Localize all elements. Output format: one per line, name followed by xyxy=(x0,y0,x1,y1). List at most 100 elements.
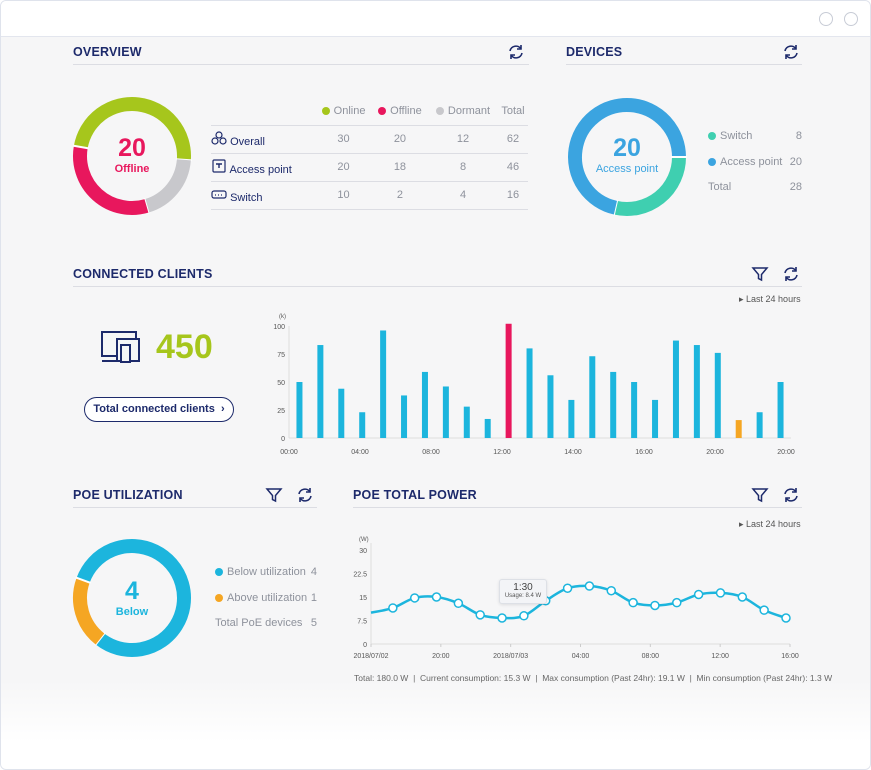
donut-segment xyxy=(73,97,191,161)
bar[interactable] xyxy=(401,395,408,438)
data-point[interactable] xyxy=(693,589,704,600)
refresh-icon[interactable] xyxy=(782,486,800,504)
bar[interactable] xyxy=(631,382,638,438)
filter-icon[interactable] xyxy=(751,265,769,283)
data-point[interactable] xyxy=(431,592,442,602)
total-connected-clients-button[interactable]: Total connected clients › xyxy=(84,397,234,422)
table-row: Switch 10 2 4 16 xyxy=(211,181,528,209)
filter-icon[interactable] xyxy=(751,486,769,504)
bar[interactable] xyxy=(338,388,345,438)
poe-summary: Total: 180.0 W | Current consumption: 15… xyxy=(354,673,833,683)
bar[interactable] xyxy=(359,412,366,438)
poe-legend: Below utilization 4 Above utilization 1 To… xyxy=(215,560,317,637)
bottom-fade xyxy=(1,679,870,769)
x-tick-label: 2018/07/03 xyxy=(493,653,528,660)
bar[interactable] xyxy=(756,412,763,438)
col-total: Total xyxy=(501,104,525,117)
y-tick-label: 75 xyxy=(277,352,285,359)
table-row: Access point 20 18 8 46 xyxy=(211,153,528,181)
col-online: Online xyxy=(315,97,372,125)
poe-utilization-header: POE UTILIZATION xyxy=(73,482,317,508)
bar[interactable] xyxy=(547,375,554,438)
clients-range-dropdown[interactable]: ▸ Last 24 hours xyxy=(739,294,801,304)
bar[interactable] xyxy=(652,399,659,438)
bar[interactable] xyxy=(505,323,512,438)
offline-label: Offline xyxy=(114,163,150,175)
bar[interactable] xyxy=(589,356,596,438)
data-point[interactable] xyxy=(781,613,791,623)
data-point[interactable] xyxy=(628,597,638,608)
data-point[interactable] xyxy=(584,581,595,591)
overall-icon xyxy=(211,130,227,145)
data-point[interactable] xyxy=(453,598,464,609)
bar[interactable] xyxy=(526,348,533,438)
data-point[interactable] xyxy=(497,613,507,623)
y-tick-label: 100 xyxy=(273,324,285,331)
below-count: 4 xyxy=(125,577,139,605)
title-bar xyxy=(1,1,870,37)
data-point[interactable] xyxy=(715,588,726,598)
section-title: OVERVIEW xyxy=(73,45,142,59)
bar[interactable] xyxy=(421,371,428,438)
refresh-icon[interactable] xyxy=(296,486,314,504)
bar[interactable] xyxy=(735,420,742,438)
devices-legend: Switch 8 Access point 20 Total 28 xyxy=(708,124,802,201)
x-tick-label: 12:00 xyxy=(711,653,729,660)
poe-power-line-chart: (W) 0 7.5 15 22.5 30 2018/07/02 20:00 2018/07/03… xyxy=(353,537,798,660)
data-point[interactable] xyxy=(475,610,485,620)
window-control-button[interactable] xyxy=(819,12,833,26)
bar[interactable] xyxy=(693,345,700,438)
donut-segment xyxy=(73,577,105,645)
filter-icon[interactable] xyxy=(265,486,283,504)
poe-range-dropdown[interactable]: ▸ Last 24 hours xyxy=(739,519,801,529)
x-tick-label: 08:00 xyxy=(422,449,440,456)
bar[interactable] xyxy=(484,418,491,438)
y-tick-label: 15 xyxy=(359,595,367,602)
legend-total: Total 28 xyxy=(708,181,802,193)
data-point[interactable] xyxy=(519,611,529,621)
x-tick-label: 12:00 xyxy=(493,449,511,456)
x-tick-label: 08:00 xyxy=(642,653,660,660)
devices-donut xyxy=(568,98,687,216)
x-tick-label: 00:00 xyxy=(280,449,298,456)
x-tick-label: 16:00 xyxy=(635,449,653,456)
bar[interactable] xyxy=(672,340,679,438)
legend-item: Above utilization 1 xyxy=(215,586,317,612)
access-point-label: Access point xyxy=(595,163,659,175)
refresh-icon[interactable] xyxy=(782,43,800,61)
legend-total: Total PoE devices 5 xyxy=(215,617,317,629)
x-tick-label: 04:00 xyxy=(351,449,369,456)
y-unit: (k) xyxy=(279,314,286,320)
clients-bar-chart: (k) 0 25 50 75 100 00:00 04:00 08:00 12:00 14:00 16… xyxy=(273,314,795,456)
data-point[interactable] xyxy=(388,603,398,613)
legend-item: Access point 20 xyxy=(708,150,802,176)
donut-segment xyxy=(73,145,149,215)
refresh-icon[interactable] xyxy=(507,43,525,61)
data-point[interactable] xyxy=(650,600,660,611)
data-point[interactable] xyxy=(606,585,617,596)
legend-item: Below utilization 4 xyxy=(215,560,317,586)
bar[interactable] xyxy=(463,406,470,438)
window-control-button[interactable] xyxy=(844,12,858,26)
bar[interactable] xyxy=(610,371,617,438)
data-point[interactable] xyxy=(672,597,682,608)
bar[interactable] xyxy=(296,382,303,438)
devices-icon xyxy=(101,331,140,363)
y-tick-label: 7.5 xyxy=(357,619,367,626)
bar[interactable] xyxy=(777,382,784,438)
x-tick-label: 14:00 xyxy=(564,449,582,456)
data-point[interactable] xyxy=(562,583,573,593)
bar[interactable] xyxy=(442,386,449,438)
refresh-icon[interactable] xyxy=(782,265,800,283)
bar[interactable] xyxy=(317,345,324,438)
bar[interactable] xyxy=(380,330,387,438)
data-point[interactable] xyxy=(409,593,420,603)
poe-utilization-donut xyxy=(73,539,191,657)
data-point[interactable] xyxy=(737,592,748,602)
y-tick-label: 22.5 xyxy=(353,572,367,579)
bar[interactable] xyxy=(568,399,575,438)
section-title: DEVICES xyxy=(566,45,623,59)
donut-segment xyxy=(568,98,686,215)
bar[interactable] xyxy=(714,352,721,438)
data-point[interactable] xyxy=(759,605,769,615)
